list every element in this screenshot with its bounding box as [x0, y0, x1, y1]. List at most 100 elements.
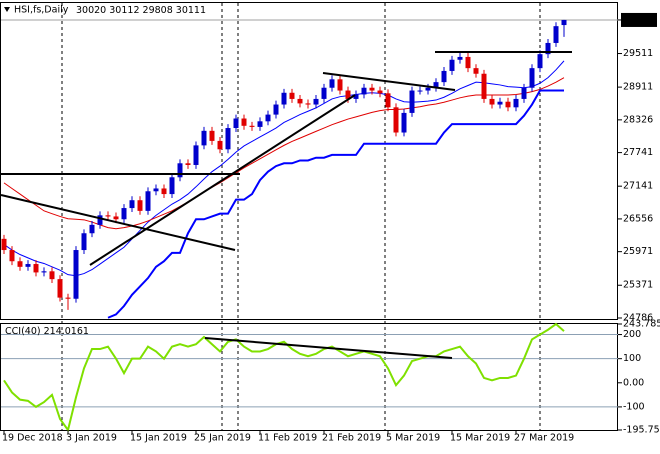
- x-tick-label: 21 Feb 2019: [322, 433, 381, 444]
- candle-body: [217, 140, 223, 150]
- y-tick-label: 100: [623, 353, 641, 364]
- candle-body: [49, 271, 55, 280]
- candle-body: [505, 101, 511, 108]
- candle-body: [329, 79, 335, 88]
- cci-title: CCI(40) 214.0161: [5, 326, 89, 337]
- cci-trend-line: [204, 337, 453, 359]
- indicator-line: [107, 89, 564, 319]
- menu-triangle: [4, 7, 10, 12]
- candle-body: [321, 87, 327, 99]
- candle-body: [561, 19, 567, 26]
- open-value: 30020: [76, 5, 106, 16]
- candle-body: [545, 42, 551, 55]
- candle-body: [233, 118, 239, 129]
- cci-pane: [0, 323, 618, 431]
- candle-body: [25, 264, 31, 267]
- candle-body: [345, 90, 351, 99]
- candle-body: [81, 233, 87, 251]
- candle-body: [121, 208, 127, 220]
- candle-body: [305, 103, 311, 105]
- close-value: 30111: [176, 5, 206, 16]
- candle-body: [169, 177, 175, 195]
- cci-value: 214.0161: [44, 326, 89, 337]
- candle-body: [337, 79, 343, 91]
- x-tick-label: 19 Dec 2018: [2, 433, 63, 444]
- candle-body: [145, 191, 151, 211]
- candle-body: [361, 87, 367, 95]
- series-layer: [1, 19, 618, 433]
- candle-body: [257, 121, 263, 127]
- candle-body: [489, 98, 495, 105]
- candle-body: [417, 90, 423, 92]
- candle-body: [113, 216, 119, 220]
- candle-body: [481, 73, 487, 99]
- candle-body: [385, 93, 391, 108]
- candle-body: [281, 92, 287, 105]
- x-tick-label: 27 Mar 2019: [514, 433, 574, 444]
- candle-body: [129, 200, 135, 209]
- candle-body: [9, 250, 15, 262]
- candle-body: [249, 125, 255, 127]
- candle-body: [441, 70, 447, 83]
- candle-body: [449, 59, 455, 71]
- candle-body: [273, 104, 279, 115]
- low-value: 29808: [143, 5, 173, 16]
- candle-body: [401, 112, 407, 133]
- candle-body: [433, 82, 439, 88]
- candle-body: [369, 87, 375, 91]
- x-tick-label: 15 Jan 2019: [130, 433, 187, 444]
- candle-body: [41, 271, 47, 273]
- x-tick-label: 3 Jan 2019: [66, 433, 117, 444]
- y-tick-label: 25971: [623, 246, 653, 257]
- candle-body: [225, 128, 231, 150]
- candle-body: [289, 92, 295, 99]
- candle-body: [137, 200, 143, 211]
- x-tick-label: 25 Jan 2019: [194, 433, 251, 444]
- x-tick-label: 15 Mar 2019: [450, 433, 510, 444]
- candle-body: [393, 107, 399, 133]
- y-tick-label: 27741: [623, 147, 653, 158]
- y-tick-label: 29511: [623, 48, 653, 59]
- x-tick-label: 11 Feb 2019: [258, 433, 317, 444]
- y-tick-label: -195.757: [623, 425, 660, 436]
- indicator-line: [3, 77, 565, 230]
- candle-body: [185, 163, 191, 165]
- candle-body: [1, 238, 7, 251]
- candle-body: [353, 94, 359, 99]
- candle-body: [153, 188, 159, 192]
- candle-body: [425, 87, 431, 91]
- y-tick-label: 28326: [623, 114, 653, 125]
- candle-body: [457, 56, 463, 60]
- candle-body: [33, 264, 39, 273]
- y-tick-label: 200: [623, 329, 641, 340]
- candle-body: [497, 101, 503, 105]
- candle-body: [529, 68, 535, 88]
- candle-body: [177, 163, 183, 178]
- y-tick-label: -100: [623, 401, 645, 412]
- y-tick-label: 0.00: [623, 377, 644, 388]
- trend-line: [0, 194, 236, 251]
- indicator-line: [3, 60, 565, 277]
- candle-body: [89, 224, 95, 234]
- y-tick-label: 24786: [623, 312, 653, 323]
- y-tick-label: 243.7856: [623, 319, 660, 330]
- y-tick-label: 30111: [623, 14, 653, 25]
- y-tick-label: 25371: [623, 280, 653, 291]
- candle-body: [473, 68, 479, 74]
- candle-body: [17, 261, 23, 267]
- price-pane: [0, 2, 618, 320]
- candle-body: [377, 90, 383, 94]
- candle-body: [241, 118, 247, 126]
- candle-body: [537, 54, 543, 69]
- y-tick-label: 26556: [623, 213, 653, 224]
- candle-body: [201, 130, 207, 146]
- candle-body: [193, 145, 199, 165]
- candle-body: [161, 188, 167, 195]
- candle-body: [265, 114, 271, 122]
- trend-lines: [0, 51, 572, 359]
- candle-body: [409, 90, 415, 113]
- candle-body: [57, 279, 63, 298]
